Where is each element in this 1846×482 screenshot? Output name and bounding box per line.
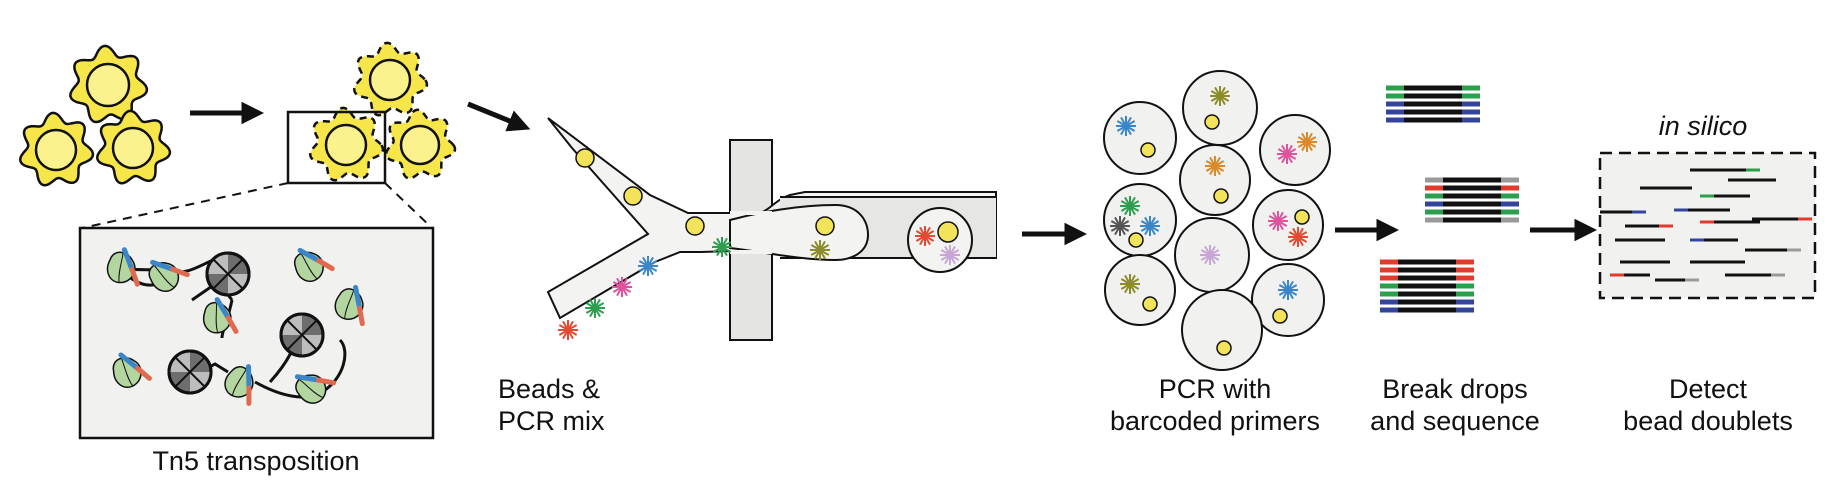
cell (353, 41, 429, 117)
droplet (1174, 217, 1250, 293)
label-detect-1: Detect (1669, 374, 1748, 404)
droplet-cluster (1103, 70, 1331, 371)
label-beads-2: PCR mix (498, 406, 605, 436)
tn5-inset (78, 226, 435, 440)
barcode-mark (915, 226, 935, 246)
label-pcr-1: PCR with (1159, 374, 1272, 404)
cell (19, 111, 95, 187)
arrow-2 (467, 101, 531, 132)
label-pcr-2: barcoded primers (1110, 406, 1320, 436)
barcode-mark (1120, 196, 1140, 216)
barcode-mark (940, 245, 960, 265)
doublet-reads (1600, 168, 1812, 282)
barcode-mark (638, 256, 658, 276)
tn5-complex (334, 284, 365, 327)
beads (575, 148, 959, 243)
zoom-line-left (81, 182, 289, 229)
barcode-mark (1116, 116, 1136, 136)
droplet (1103, 101, 1177, 175)
label-break-1: Break drops (1382, 374, 1528, 404)
barcodes (558, 226, 960, 340)
droplet (1181, 289, 1263, 371)
barcode-mark (1277, 144, 1297, 164)
barcode-mark (1205, 156, 1225, 176)
tn5-complex (203, 297, 239, 334)
tn5-complex (293, 247, 335, 282)
cell (384, 108, 457, 180)
barcode-mark (712, 237, 732, 257)
cell (96, 109, 172, 185)
read-stacks (1380, 85, 1519, 313)
barcode-mark (1268, 211, 1288, 231)
barcode-mark (558, 320, 578, 340)
barcode-mark (810, 240, 830, 260)
droplet (1252, 189, 1324, 261)
nucleosome (205, 251, 251, 297)
microfluidic-device (546, 117, 997, 341)
barcode-mark (1140, 216, 1160, 236)
zoom-box (286, 110, 387, 185)
label-beads-1: Beads & (498, 374, 600, 404)
barcode-mark (1288, 227, 1308, 247)
droplet (1182, 70, 1258, 146)
droplet (1251, 263, 1325, 337)
label-in-silico: in silico (1659, 111, 1748, 141)
emerging-droplet (729, 203, 870, 262)
nucleosome (167, 349, 213, 395)
tn5-complex (148, 259, 190, 292)
tn5-complex (294, 374, 337, 404)
cell-group-permeabilized (286, 41, 457, 185)
barcode-mark (1210, 86, 1230, 106)
cell (309, 106, 385, 182)
barcode-mark (585, 298, 605, 318)
cell (69, 44, 149, 124)
tn5-complex (224, 364, 254, 407)
barcode-mark (1120, 274, 1140, 294)
barcode-mark (612, 277, 632, 297)
nucleosome (279, 312, 325, 358)
barcode-mark (1278, 280, 1298, 300)
zoom-line-right (384, 182, 433, 229)
label-tn5: Tn5 transposition (152, 446, 359, 476)
barcode-mark (1110, 216, 1130, 236)
label-detect-2: bead doublets (1623, 406, 1793, 436)
droplet (1104, 254, 1176, 326)
barcode-mark (1200, 245, 1220, 265)
label-break-2: and sequence (1370, 406, 1540, 436)
cell-group-left (19, 44, 172, 187)
droplet (1259, 114, 1331, 186)
tn5-complex (112, 352, 152, 388)
droplet (1179, 144, 1251, 216)
droplet (1103, 183, 1177, 257)
barcode-mark (1297, 132, 1317, 152)
tn5-complex (106, 247, 140, 287)
